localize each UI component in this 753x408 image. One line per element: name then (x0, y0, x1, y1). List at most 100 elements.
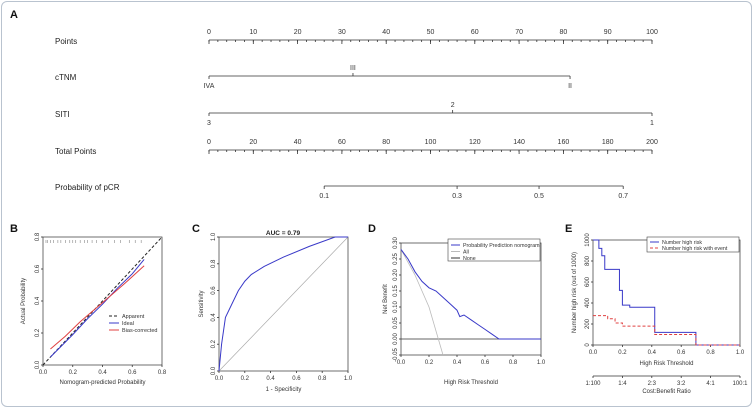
calibration-panel: 0.0 0.2 0.4 0.6 0.8 0.0 0.2 0.4 0.6 0.8 Nomogram-p… (21, 232, 167, 386)
x2-tick-label: 4:1 (706, 381, 715, 387)
series-high-risk-with-event (593, 315, 740, 346)
x-tick-label: 0.0 (397, 360, 406, 366)
row-label-4: Probability of pCR (55, 183, 120, 192)
tick-label: 60 (471, 29, 479, 36)
legend-label: All (463, 250, 469, 256)
tick-label: 40 (382, 29, 390, 36)
legend-label: Number high risk (662, 240, 702, 246)
x-tick-label: 0.2 (69, 370, 78, 376)
tick-label: 80 (382, 139, 390, 146)
tick-label: 60 (338, 139, 346, 146)
y-tick-label: 0.05 (393, 317, 399, 329)
y-tick-label: 0.6 (211, 286, 217, 295)
x-tick-label: 0.0 (39, 370, 48, 376)
legend-label: Apparent (122, 314, 145, 320)
reference-line (218, 236, 349, 372)
y-tick-label: 0.4 (211, 313, 217, 322)
y-tick-label: 800 (585, 255, 591, 266)
legend-label: Probability Prediction nomogram (463, 243, 540, 249)
panel-label-b: B (10, 223, 18, 235)
y-tick-label: 0.0 (211, 366, 217, 375)
y-tick-label: 0.20 (393, 269, 399, 281)
x-tick-label: 0.4 (98, 370, 107, 376)
roc-panel: 0.0 0.2 0.4 0.6 0.8 1.0 0.0 0.2 0.4 0.6 0.8 1.0 1 - … (199, 230, 353, 393)
x2-axis-label: Cost:Benefit Ratio (642, 389, 691, 395)
y-tick-label: -0.05 (393, 348, 399, 362)
y-tick-label: 0.2 (35, 328, 41, 337)
legend-label: Bias-corrected (122, 328, 157, 334)
tick-label: 160 (558, 139, 570, 146)
tick-label: 50 (427, 29, 435, 36)
plot-area (592, 239, 741, 346)
tick-label: 30 (338, 29, 346, 36)
y-axis-label: Number high risk (out of 1000) (572, 252, 578, 333)
y-axis-label: Actual Probability (21, 278, 27, 324)
x-axis-label: High Risk Threshold (640, 361, 694, 367)
series-nomogram (400, 249, 541, 340)
prob-label: 0.7 (618, 193, 628, 200)
legend-label: Number high risk with event (662, 246, 728, 252)
x-axis-label: High Risk Threshold (444, 380, 498, 386)
x-tick-label: 0.8 (158, 370, 167, 376)
x-tick-label: 0.4 (453, 360, 462, 366)
level-label: III (350, 65, 356, 72)
prob-label: 0.3 (452, 193, 462, 200)
roc-curve (218, 236, 348, 372)
legend-label: Ideal (122, 321, 134, 327)
tick-label: 10 (249, 29, 257, 36)
y-axis-label: Sensitivity (199, 290, 205, 317)
plot-area (218, 236, 349, 372)
x-tick-label: 0.2 (425, 360, 434, 366)
row-label-0: Points (55, 37, 77, 46)
tick-label: 100 (425, 139, 437, 146)
level-label: IVA (204, 83, 215, 90)
tick-label: 140 (513, 139, 525, 146)
x-tick-label: 1.0 (537, 360, 546, 366)
x-tick-label: 0.4 (648, 350, 657, 356)
x-tick-label: 0.2 (241, 376, 250, 382)
x-axis-label: Nomogram-predicted Probability (59, 380, 145, 386)
series-bias-corrected (50, 265, 145, 350)
x-tick-label: 0.6 (481, 360, 490, 366)
panel-label-c: C (192, 223, 200, 235)
x-axis-label: 1 - Specificity (266, 387, 302, 393)
x-tick-label: 0.4 (266, 376, 275, 382)
tick-label: 90 (604, 29, 612, 36)
x-tick-label: 0.2 (618, 350, 627, 356)
tick-label: 40 (294, 139, 302, 146)
tick-label: 0 (207, 29, 211, 36)
row-label-2: SITI (55, 110, 70, 119)
x-tick-label: 0.8 (706, 350, 715, 356)
tick-label: 180 (602, 139, 614, 146)
row-label-1: cTNM (55, 73, 77, 82)
y-tick-label: 200 (585, 318, 591, 329)
series-apparent (42, 236, 163, 366)
tick-label: 0 (207, 139, 211, 146)
panel-label-e: E (565, 223, 572, 235)
x2-tick-label: 1:4 (618, 381, 627, 387)
prob-label: 0.1 (319, 193, 329, 200)
y-tick-label: 0.15 (393, 285, 399, 297)
tick-label: 120 (469, 139, 481, 146)
y-tick-label: 0.0 (35, 360, 41, 369)
x-tick-label: 0.6 (677, 350, 686, 356)
x2-tick-label: 1:100 (585, 381, 601, 387)
x-tick-label: 0.8 (509, 360, 518, 366)
legend-box (646, 236, 740, 253)
y-tick-label: 0.25 (393, 253, 399, 265)
x-tick-label: 0.8 (318, 376, 327, 382)
y-tick-label: 0.4 (35, 296, 41, 305)
panel-label-d: D (368, 223, 376, 235)
panel-label-a: A (10, 9, 18, 21)
dca-panel: 0.0 0.2 0.4 0.6 0.8 1.0 -0.05 0.00 0.05 0.10 0.15 0… (383, 237, 546, 386)
y-tick-label: 0.8 (211, 259, 217, 268)
x2-tick-label: 100:1 (732, 381, 748, 387)
level-label: 3 (207, 120, 211, 127)
level-label: 1 (650, 120, 654, 127)
x2-tick-label: 3:2 (677, 381, 686, 387)
x-tick-label: 1.0 (736, 350, 745, 356)
x-tick-label: 0.0 (215, 376, 224, 382)
series-all (400, 249, 444, 356)
